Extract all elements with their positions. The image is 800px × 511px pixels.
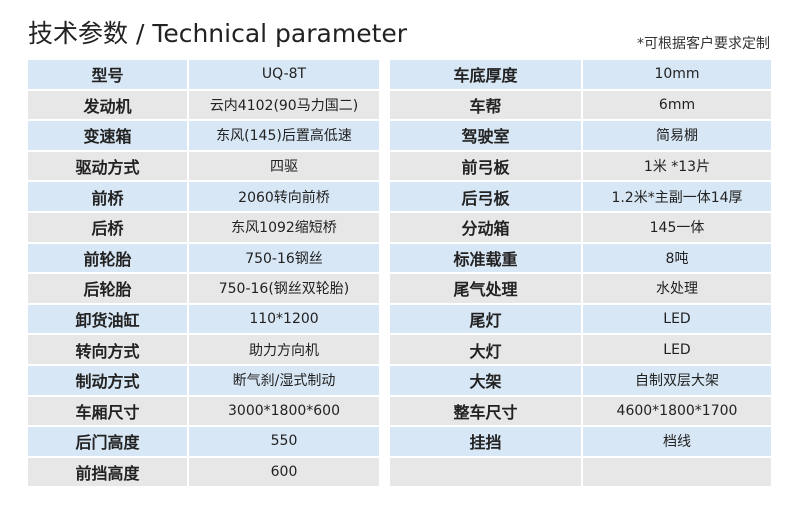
spec-table-right: 车底厚度 10mm 车帮 6mm 驾驶室 简易棚 前弓板 1米 *13片 后弓板 1.2米*主副一… bbox=[390, 60, 771, 489]
table-row: 大架 自制双层大架 bbox=[390, 364, 771, 397]
spec-value: 云内4102(90马力国二) bbox=[188, 89, 379, 122]
table-row: 制动方式 断气刹/湿式制动 bbox=[28, 364, 379, 397]
table-row: 整车尺寸 4600*1800*1700 bbox=[390, 395, 771, 428]
spec-value bbox=[582, 456, 771, 489]
spec-label: 转向方式 bbox=[28, 334, 189, 366]
table-row: 前挡高度 600 bbox=[28, 456, 379, 489]
spec-table-left: 型号 UQ-8T 发动机 云内4102(90马力国二) 变速箱 东风(145)后置高低速驱… bbox=[28, 60, 379, 489]
spec-value: 10mm bbox=[582, 60, 771, 91]
table-row: 后桥 东风1092缩短桥 bbox=[28, 211, 379, 244]
spec-value: UQ-8T bbox=[188, 60, 379, 91]
spec-value: LED bbox=[582, 303, 771, 336]
spec-value: 简易棚 bbox=[582, 120, 771, 152]
spec-label: 车帮 bbox=[390, 89, 583, 122]
spec-value: 1.2米*主副一体14厚 bbox=[582, 181, 771, 213]
spec-value: 550 bbox=[188, 426, 379, 458]
spec-value: 东风(145)后置高低速 bbox=[188, 120, 379, 152]
table-row: 挂挡 档线 bbox=[390, 426, 771, 458]
spec-label: 后桥 bbox=[28, 211, 189, 244]
table-row: 标准载重 8吨 bbox=[390, 242, 771, 275]
spec-value: LED bbox=[582, 334, 771, 366]
spec-label bbox=[390, 456, 583, 489]
spec-label: 驾驶室 bbox=[390, 120, 583, 152]
spec-value: 2060转向前桥 bbox=[188, 181, 379, 213]
table-row: 前桥 2060转向前桥 bbox=[28, 181, 379, 213]
table-row: 后弓板 1.2米*主副一体14厚 bbox=[390, 181, 771, 213]
table-row: 尾气处理 水处理 bbox=[390, 273, 771, 305]
spec-value: 助力方向机 bbox=[188, 334, 379, 366]
table-row: 车帮 6mm bbox=[390, 89, 771, 122]
spec-label: 前桥 bbox=[28, 181, 189, 213]
spec-value: 东风1092缩短桥 bbox=[188, 211, 379, 244]
spec-label: 大灯 bbox=[390, 334, 583, 366]
spec-label: 尾气处理 bbox=[390, 273, 583, 305]
spec-label: 制动方式 bbox=[28, 364, 189, 397]
spec-value: 145一体 bbox=[582, 211, 771, 244]
spec-value: 600 bbox=[188, 456, 379, 489]
table-row: 大灯 LED bbox=[390, 334, 771, 366]
spec-label: 后轮胎 bbox=[28, 273, 189, 305]
table-row: 型号 UQ-8T bbox=[28, 60, 379, 91]
spec-value: 750-16(钢丝双轮胎) bbox=[188, 273, 379, 305]
spec-label: 驱动方式 bbox=[28, 150, 189, 183]
spec-label: 整车尺寸 bbox=[390, 395, 583, 428]
spec-value: 3000*1800*600 bbox=[188, 395, 379, 428]
spec-label: 分动箱 bbox=[390, 211, 583, 244]
spec-label: 后门高度 bbox=[28, 426, 189, 458]
table-row: 驾驶室 简易棚 bbox=[390, 120, 771, 152]
spec-label: 变速箱 bbox=[28, 120, 189, 152]
spec-value: 水处理 bbox=[582, 273, 771, 305]
spec-label: 尾灯 bbox=[390, 303, 583, 336]
table-row: 转向方式 助力方向机 bbox=[28, 334, 379, 366]
spec-value: 1米 *13片 bbox=[582, 150, 771, 183]
spec-value: 4600*1800*1700 bbox=[582, 395, 771, 428]
customization-note: *可根据客户要求定制 bbox=[637, 36, 770, 52]
spec-value: 四驱 bbox=[188, 150, 379, 183]
spec-value: 8吨 bbox=[582, 242, 771, 275]
page-title: 技术参数 / Technical parameter bbox=[28, 19, 408, 48]
table-row: 分动箱 145一体 bbox=[390, 211, 771, 244]
table-row: 变速箱 东风(145)后置高低速 bbox=[28, 120, 379, 152]
spec-value: 750-16钢丝 bbox=[188, 242, 379, 275]
spec-label: 车厢尺寸 bbox=[28, 395, 189, 428]
spec-label: 标准载重 bbox=[390, 242, 583, 275]
spec-label: 后弓板 bbox=[390, 181, 583, 213]
spec-value: 110*1200 bbox=[188, 303, 379, 336]
spec-value: 6mm bbox=[582, 89, 771, 122]
table-row bbox=[390, 456, 771, 489]
spec-label: 发动机 bbox=[28, 89, 189, 122]
table-row: 车厢尺寸 3000*1800*600 bbox=[28, 395, 379, 428]
spec-value: 自制双层大架 bbox=[582, 364, 771, 397]
table-row: 驱动方式 四驱 bbox=[28, 150, 379, 183]
table-row: 后轮胎 750-16(钢丝双轮胎) bbox=[28, 273, 379, 305]
spec-value: 档线 bbox=[582, 426, 771, 458]
spec-label: 大架 bbox=[390, 364, 583, 397]
spec-label: 前挡高度 bbox=[28, 456, 189, 489]
table-row: 发动机 云内4102(90马力国二) bbox=[28, 89, 379, 122]
table-row: 尾灯 LED bbox=[390, 303, 771, 336]
spec-value: 断气刹/湿式制动 bbox=[188, 364, 379, 397]
spec-label: 型号 bbox=[28, 60, 189, 91]
table-row: 卸货油缸 110*1200 bbox=[28, 303, 379, 336]
spec-label: 车底厚度 bbox=[390, 60, 583, 91]
spec-label: 前轮胎 bbox=[28, 242, 189, 275]
table-row: 前轮胎 750-16钢丝 bbox=[28, 242, 379, 275]
spec-label: 前弓板 bbox=[390, 150, 583, 183]
spec-label: 挂挡 bbox=[390, 426, 583, 458]
spec-label: 卸货油缸 bbox=[28, 303, 189, 336]
table-row: 后门高度 550 bbox=[28, 426, 379, 458]
table-row: 车底厚度 10mm bbox=[390, 60, 771, 91]
table-row: 前弓板 1米 *13片 bbox=[390, 150, 771, 183]
